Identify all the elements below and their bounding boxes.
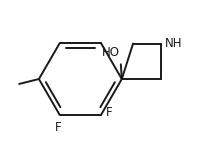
Text: F: F	[106, 106, 113, 119]
Text: HO: HO	[102, 46, 120, 59]
Text: F: F	[55, 121, 62, 134]
Text: NH: NH	[165, 37, 183, 50]
